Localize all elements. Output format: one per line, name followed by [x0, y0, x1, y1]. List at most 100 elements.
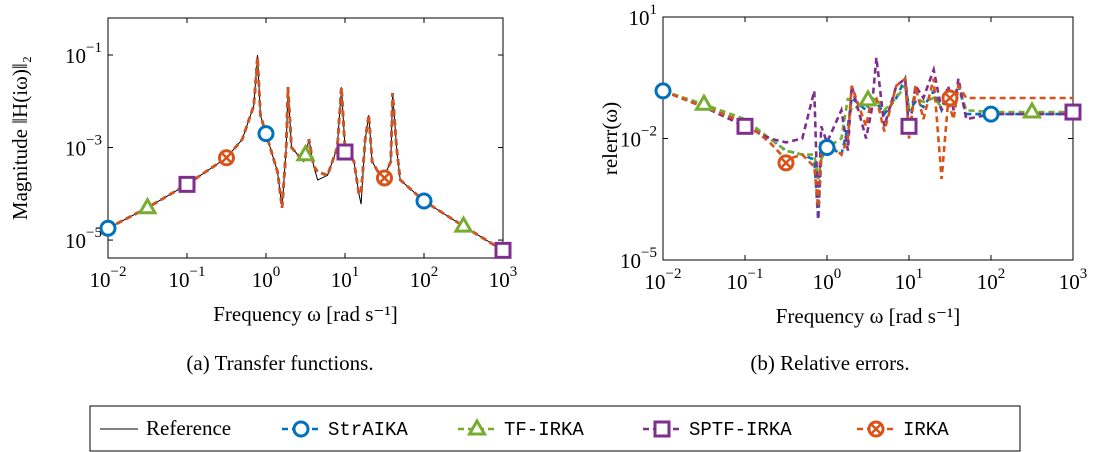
marker-shape: [857, 88, 879, 107]
caption: (b) Relative errors.: [750, 351, 909, 375]
tick-label: 10−5: [620, 245, 657, 272]
marker: [693, 93, 715, 111]
tick-label: 10−2: [645, 266, 682, 293]
marker: [900, 117, 918, 135]
marker-shape: [99, 219, 117, 237]
tick-exponent: 3: [1080, 266, 1088, 282]
marker-shape: [1064, 103, 1082, 121]
tick-label: 100: [252, 264, 281, 291]
marker: [736, 117, 754, 135]
marker: [654, 82, 672, 100]
tick-label: 101: [895, 266, 924, 293]
tick-base: 10: [410, 268, 431, 292]
marker-shape: [257, 125, 275, 143]
tick-base: 10: [977, 270, 998, 294]
marker-shape: [453, 215, 474, 233]
tick-label: 10−1: [169, 264, 206, 291]
tick-exponent: −5: [86, 226, 102, 242]
marker-shape: [137, 196, 158, 215]
legend-marker: [466, 417, 488, 436]
marker: [217, 149, 235, 167]
legend-box: [89, 405, 1021, 452]
legend-label: IRKA: [903, 419, 949, 441]
marker: [1021, 101, 1043, 119]
tick-exponent: 1: [352, 264, 360, 280]
marker: [941, 89, 959, 107]
tick-label: 10−5: [65, 226, 102, 253]
tick-exponent: −5: [641, 245, 657, 261]
tick-exponent: −2: [666, 266, 682, 282]
tick-label: 10−2: [620, 124, 657, 151]
marker-shape: [178, 175, 196, 193]
marker: [494, 241, 512, 259]
tick-exponent: 3: [510, 264, 518, 280]
marker-shape: [736, 117, 754, 135]
legend-marker: [867, 420, 885, 438]
tick-base: 10: [645, 270, 666, 294]
marker-shape: [1021, 101, 1043, 119]
tick-label: 102: [977, 266, 1006, 293]
tick-base: 10: [1059, 270, 1080, 294]
y-axis-label: Magnitude ‖H(iω)‖₂: [8, 56, 32, 220]
tick-base: 10: [65, 136, 86, 160]
tick-base: 10: [90, 268, 111, 292]
marker: [178, 175, 196, 193]
series-line: [108, 57, 503, 252]
tick-exponent: 0: [834, 266, 842, 282]
marker: [137, 196, 158, 215]
marker-shape: [292, 420, 310, 438]
marker-shape: [780, 156, 792, 169]
tick-exponent: 1: [916, 266, 924, 282]
plot-frame: [662, 16, 1074, 261]
marker-shape: [494, 241, 512, 259]
tick-base: 10: [895, 270, 916, 294]
tick-base: 10: [813, 270, 834, 294]
tick-exponent: −2: [111, 264, 127, 280]
legend-marker: [292, 420, 310, 438]
tick-base: 10: [331, 268, 352, 292]
x-axis-label: Frequency ω [rad s⁻¹]: [776, 304, 961, 328]
marker: [857, 88, 879, 107]
marker-shape: [900, 117, 918, 135]
marker: [99, 219, 117, 237]
marker: [375, 169, 393, 187]
tick-label: 10−1: [65, 40, 102, 67]
tick-label: 10−3: [65, 133, 102, 160]
marker: [777, 154, 795, 172]
tick-label: 10−1: [727, 266, 764, 293]
tick-label: 101: [331, 264, 360, 291]
tick-exponent: 1: [650, 2, 658, 18]
marker-shape: [466, 417, 488, 436]
marker: [453, 215, 474, 233]
marker-shape: [982, 105, 1000, 123]
caption: (a) Transfer functions.: [186, 351, 373, 375]
series-group: [663, 57, 1073, 220]
tick-label: 101: [629, 2, 658, 29]
marker: [295, 143, 316, 162]
tick-label: 103: [489, 264, 518, 291]
tick-exponent: −1: [86, 40, 102, 56]
marker-shape: [220, 151, 233, 164]
plot-frame: [107, 17, 504, 259]
tick-base: 10: [620, 249, 641, 273]
marker: [415, 192, 433, 210]
marker: [1064, 103, 1082, 121]
tick-exponent: −1: [190, 264, 206, 280]
marker-shape: [818, 138, 836, 156]
tick-exponent: −3: [86, 133, 102, 149]
series-line: [663, 57, 1073, 220]
legend-label: TF-IRKA: [504, 419, 584, 441]
marker-shape: [654, 82, 672, 100]
legend-label: StrAIKA: [328, 419, 408, 441]
tick-label: 100: [813, 266, 842, 293]
tick-exponent: −2: [641, 124, 657, 140]
tick-base: 10: [489, 268, 510, 292]
tick-label: 10−2: [90, 264, 127, 291]
marker-shape: [415, 192, 433, 210]
tick-base: 10: [65, 44, 86, 68]
marker-shape: [336, 143, 354, 161]
tick-base: 10: [629, 6, 650, 30]
tick-exponent: 2: [998, 266, 1006, 282]
marker-shape: [653, 420, 671, 438]
